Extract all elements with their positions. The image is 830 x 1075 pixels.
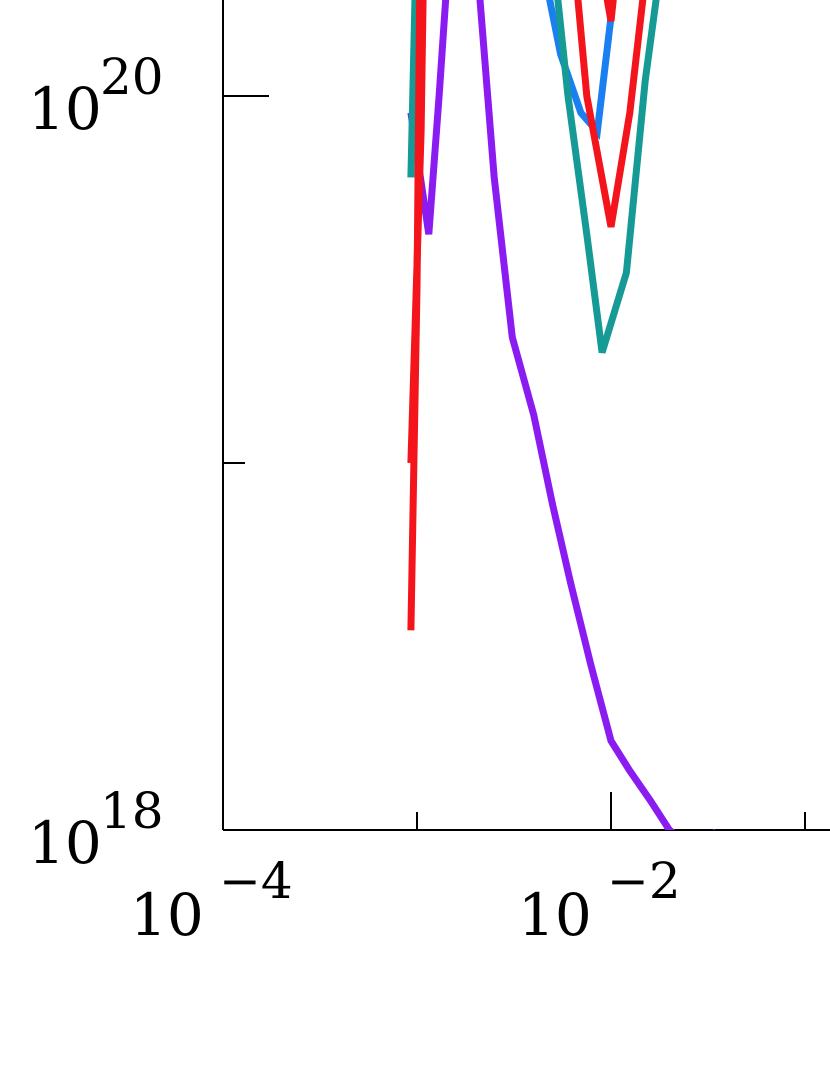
axes [222,0,830,831]
x-tick-exponent: −4 [219,852,293,910]
x-tick-exponent: −2 [607,852,681,910]
series-line-5 [407,0,647,464]
y-tick-exponent: 20 [100,48,164,106]
ticks-layer: 10221020101810−410−2 [28,48,806,949]
series-line-2 [407,0,717,830]
series-layer [407,0,717,830]
series-line-4 [407,0,660,354]
y-tick-label: 10 [28,809,102,877]
y-tick-label: 10 [28,75,102,143]
x-tick-label: 10 [518,881,592,949]
x-tick-label: 10 [130,881,204,949]
y-tick-exponent: 18 [100,782,164,840]
series-line-3 [546,0,617,140]
